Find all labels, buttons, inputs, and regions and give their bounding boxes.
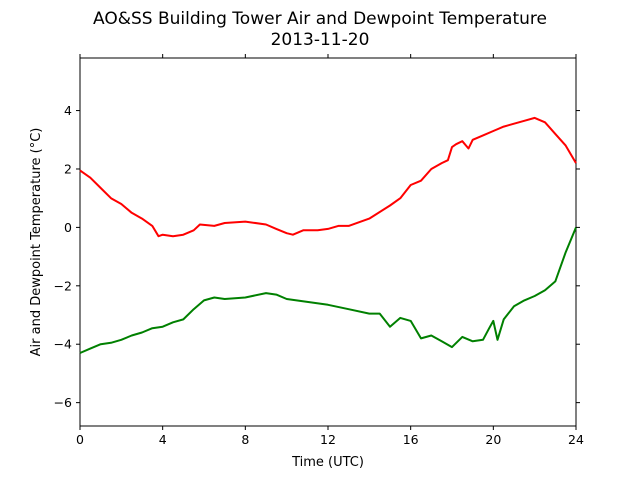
x-tick-label-4: 4: [159, 432, 167, 447]
y-tick-label-4: 4: [64, 103, 72, 118]
y-tick-label--6: −6: [54, 395, 72, 410]
x-tick-label-8: 8: [241, 432, 249, 447]
series-line-1: [79, 116, 577, 238]
x-tick-label-0: 0: [76, 432, 84, 447]
y-tick-label-2: 2: [64, 161, 72, 176]
x-tick-label-24: 24: [568, 432, 584, 447]
y-axis-label: Air and Dewpoint Temperature (°C): [29, 128, 44, 357]
plot-frame: [79, 57, 577, 427]
x-tick-label-20: 20: [485, 432, 501, 447]
y-tick-label--4: −4: [54, 337, 72, 352]
plot-area-border: [79, 57, 577, 427]
chart-subtitle: 2013-11-20: [271, 30, 370, 50]
series-layer: [79, 116, 577, 354]
y-tick-label--2: −2: [54, 278, 72, 293]
x-axis-label: Time (UTC): [291, 455, 364, 470]
x-tick-label-12: 12: [320, 432, 336, 447]
series-line-2: [79, 227, 577, 354]
x-tick-label-16: 16: [403, 432, 419, 447]
y-tick-label-0: 0: [64, 220, 72, 235]
chart-title: AO&SS Building Tower Air and Dewpoint Te…: [93, 9, 547, 29]
